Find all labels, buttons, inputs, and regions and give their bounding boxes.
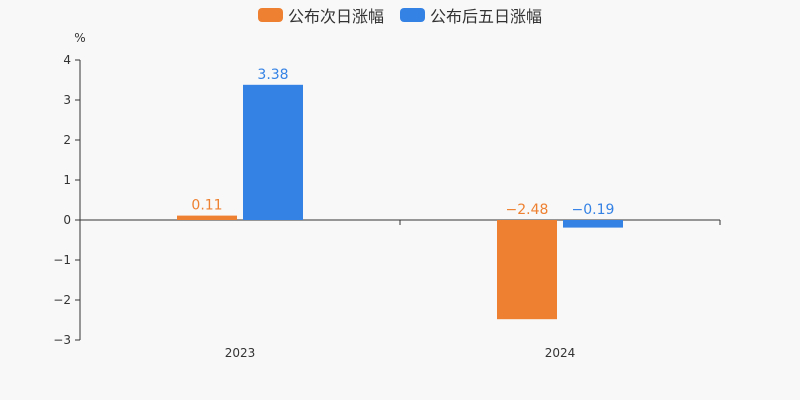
legend-swatch-five-day bbox=[400, 8, 425, 22]
y-tick-label: 4 bbox=[63, 53, 71, 67]
legend-label-next-day: 公布次日涨幅 bbox=[287, 7, 384, 26]
legend-item-five-day[interactable]: 公布后五日涨幅 bbox=[400, 3, 542, 27]
x-tick-label: 2024 bbox=[545, 346, 576, 360]
y-tick-label: 2 bbox=[63, 133, 71, 147]
x-tick-label: 2023 bbox=[225, 346, 256, 360]
bar bbox=[177, 215, 237, 220]
y-tick-label: −1 bbox=[53, 253, 71, 267]
legend-swatch-next-day bbox=[257, 8, 283, 22]
legend: 公布次日涨幅 公布后五日涨幅 bbox=[0, 3, 800, 27]
y-axis-title: % bbox=[74, 31, 85, 45]
y-tick-label: 3 bbox=[63, 93, 71, 107]
bar bbox=[563, 220, 623, 228]
bar bbox=[497, 220, 557, 320]
data-label: 0.11 bbox=[191, 198, 222, 214]
data-label: 3.38 bbox=[257, 67, 288, 83]
y-tick-label: 1 bbox=[63, 173, 71, 187]
y-tick-label: −3 bbox=[53, 333, 71, 347]
data-label: −2.48 bbox=[506, 202, 549, 218]
y-tick-label: −2 bbox=[53, 293, 71, 307]
legend-item-next-day[interactable]: 公布次日涨幅 bbox=[257, 3, 384, 27]
data-label: −0.19 bbox=[572, 202, 615, 218]
legend-label-five-day: 公布后五日涨幅 bbox=[430, 7, 543, 26]
bar bbox=[243, 84, 303, 220]
y-tick-label: 0 bbox=[63, 213, 71, 227]
